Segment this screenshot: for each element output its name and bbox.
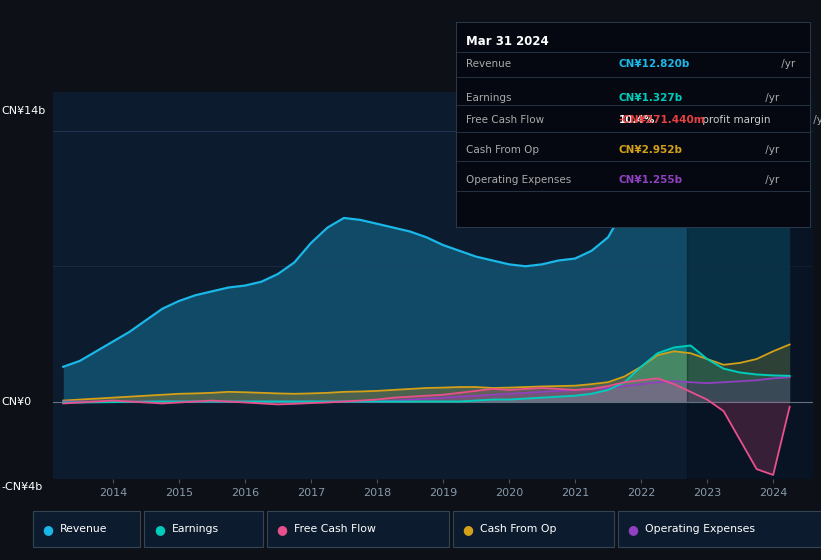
Bar: [687, 92, 821, 479]
Text: 10.4%: 10.4%: [619, 115, 655, 125]
Text: CN¥2.952b: CN¥2.952b: [619, 145, 683, 155]
Text: -CN¥4b: -CN¥4b: [2, 482, 43, 492]
Text: -CN¥271.440m: -CN¥271.440m: [619, 115, 705, 125]
Text: ●: ●: [462, 522, 474, 536]
Text: Free Cash Flow: Free Cash Flow: [294, 524, 376, 534]
Text: Revenue: Revenue: [60, 524, 108, 534]
Text: Free Cash Flow: Free Cash Flow: [466, 115, 544, 125]
Text: /yr: /yr: [763, 145, 780, 155]
Text: ●: ●: [627, 522, 639, 536]
Text: Operating Expenses: Operating Expenses: [645, 524, 755, 534]
Text: CN¥1.327b: CN¥1.327b: [619, 93, 683, 103]
Text: Earnings: Earnings: [466, 93, 511, 103]
Text: CN¥1.255b: CN¥1.255b: [619, 175, 683, 185]
Text: /yr: /yr: [778, 59, 796, 69]
Text: /yr: /yr: [763, 93, 780, 103]
Text: CN¥14b: CN¥14b: [2, 106, 46, 116]
Text: /yr: /yr: [763, 175, 780, 185]
Text: Earnings: Earnings: [172, 524, 218, 534]
Text: /yr: /yr: [810, 115, 821, 125]
Text: CN¥0: CN¥0: [2, 396, 32, 407]
Text: Operating Expenses: Operating Expenses: [466, 175, 571, 185]
Text: profit margin: profit margin: [699, 115, 770, 125]
Text: ●: ●: [276, 522, 287, 536]
Text: Revenue: Revenue: [466, 59, 511, 69]
Text: ●: ●: [42, 522, 53, 536]
Text: Cash From Op: Cash From Op: [480, 524, 557, 534]
Text: CN¥12.820b: CN¥12.820b: [619, 59, 690, 69]
Text: Cash From Op: Cash From Op: [466, 145, 539, 155]
Text: ●: ●: [154, 522, 165, 536]
Text: Mar 31 2024: Mar 31 2024: [466, 35, 549, 48]
